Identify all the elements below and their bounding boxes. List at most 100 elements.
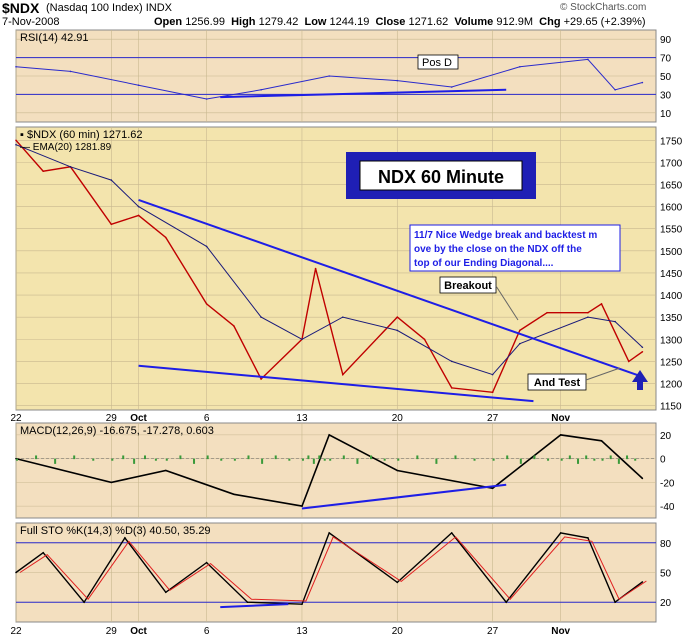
rsi-ytick-label: 10 xyxy=(660,109,672,120)
price-ytick-label: 1400 xyxy=(660,291,683,302)
macd-hist-bar xyxy=(307,455,310,460)
macd-hist-bar xyxy=(547,458,550,461)
price-point xyxy=(641,350,644,353)
macd-hist-bar xyxy=(416,455,419,460)
price-ytick-label: 1750 xyxy=(660,136,683,147)
chart-title: NDX 60 Minute xyxy=(378,167,504,187)
macd-trendline xyxy=(301,483,507,510)
rsi-point xyxy=(614,89,616,91)
chart-symbol: $NDX xyxy=(2,0,40,16)
price-trendline xyxy=(138,364,534,403)
x-tick-label-bottom: 22 xyxy=(10,626,22,637)
rsi-point xyxy=(519,66,521,68)
macd-ytick-label: 20 xyxy=(660,431,672,442)
title-inner xyxy=(359,160,523,191)
macd-hist-bar xyxy=(193,458,196,464)
macd-hist-bar xyxy=(492,458,495,461)
price-point xyxy=(627,360,630,363)
macd-legend: MACD(12,26,9) -16.675, -17.278, 0.603 xyxy=(20,425,214,437)
macd-hist-bar xyxy=(585,455,588,460)
macd-hist-bar xyxy=(634,458,637,461)
price-point xyxy=(519,329,521,332)
macd-hist-bar xyxy=(206,455,209,460)
stochastic-point xyxy=(15,571,17,574)
x-tick-label-bottom: Nov xyxy=(551,626,570,637)
test-label: And Test xyxy=(534,377,581,389)
macd-hist-bar xyxy=(560,458,563,461)
price-point xyxy=(260,378,262,380)
rsi-point xyxy=(15,66,17,68)
macd-hist-bar xyxy=(301,458,304,461)
stochastic-point xyxy=(301,603,303,605)
rsi-point xyxy=(328,75,330,77)
macd-point xyxy=(164,469,167,472)
x-tick-label: 29 xyxy=(106,413,118,424)
price-point xyxy=(342,316,344,318)
rsi-legend: RSI(14) 42.91 xyxy=(20,32,88,44)
price-point xyxy=(450,387,453,389)
price-ytick-label: 1350 xyxy=(660,313,683,324)
stochastic-point xyxy=(559,532,562,534)
macd-hist-bar xyxy=(473,458,476,461)
x-tick-label-bottom: 13 xyxy=(296,626,308,637)
watermark: © StockCharts.com xyxy=(560,2,647,13)
rsi-trendline xyxy=(220,88,507,99)
rsi-point xyxy=(137,84,140,86)
rsi-ytick-label: 30 xyxy=(660,90,672,101)
rsi-point xyxy=(205,98,208,100)
macd-point xyxy=(301,505,303,507)
stochastic-ytick-label: 50 xyxy=(660,569,672,580)
price-ytick-label: 1250 xyxy=(660,357,683,368)
note-box xyxy=(409,224,621,272)
macd-hist-bar xyxy=(165,458,168,461)
stochastic-point xyxy=(587,537,589,539)
price-point xyxy=(69,165,72,168)
ema-legend: — EMA(20) 1281.89 xyxy=(20,142,112,153)
chart-date: 7-Nov-2008 xyxy=(2,16,60,28)
note-line: top of our Ending Diagonal.... xyxy=(414,258,554,269)
macd-hist-bar xyxy=(533,455,536,460)
price-ytick-label: 1150 xyxy=(660,402,682,413)
macd-point xyxy=(491,487,494,490)
stochastic-point xyxy=(164,591,167,594)
macd-point xyxy=(396,469,399,472)
price-point xyxy=(491,391,494,394)
rsi-point xyxy=(396,79,399,82)
rsi-ytick-label: 50 xyxy=(660,72,672,83)
price-point xyxy=(546,311,548,314)
chart-name: (Nasdaq 100 Index) INDX xyxy=(46,2,172,14)
macd-hist-bar xyxy=(133,458,136,464)
stochastic-point xyxy=(505,601,508,603)
x-tick-label-bottom: 29 xyxy=(106,626,118,637)
stochastic-point xyxy=(246,601,249,603)
stochastic-point xyxy=(614,601,616,603)
stochastic-ytick-label: 20 xyxy=(660,598,672,609)
macd-hist-bar xyxy=(370,455,373,460)
stochastic-trendline xyxy=(220,603,289,609)
macd-hist-bar xyxy=(122,455,125,460)
x-tick-label: 6 xyxy=(204,413,210,424)
macd-point xyxy=(641,477,644,480)
breakout-box xyxy=(439,276,497,294)
price-point xyxy=(15,139,17,142)
macd-hist-bar xyxy=(261,458,264,464)
macd-point xyxy=(233,493,235,496)
macd-hist-bar xyxy=(356,458,359,464)
price-point xyxy=(137,214,140,217)
price-ytick-label: 1550 xyxy=(660,225,683,236)
x-tick-label: Nov xyxy=(551,413,570,424)
stochastic-legend: Full STO %K(14,3) %D(3) 40.50, 35.29 xyxy=(20,525,211,537)
macd-hist-bar xyxy=(312,458,315,464)
rsi-annotation-box xyxy=(417,54,459,70)
stochastic-point xyxy=(124,537,126,539)
price-point xyxy=(301,338,303,341)
macd-hist-bar xyxy=(154,458,157,461)
macd-hist-bar xyxy=(397,458,400,461)
macd-hist-bar xyxy=(54,458,57,464)
price-point xyxy=(205,303,208,305)
price-point xyxy=(233,325,235,327)
rsi-point xyxy=(260,89,262,91)
test-pointer xyxy=(585,367,621,381)
price-point xyxy=(15,143,17,146)
